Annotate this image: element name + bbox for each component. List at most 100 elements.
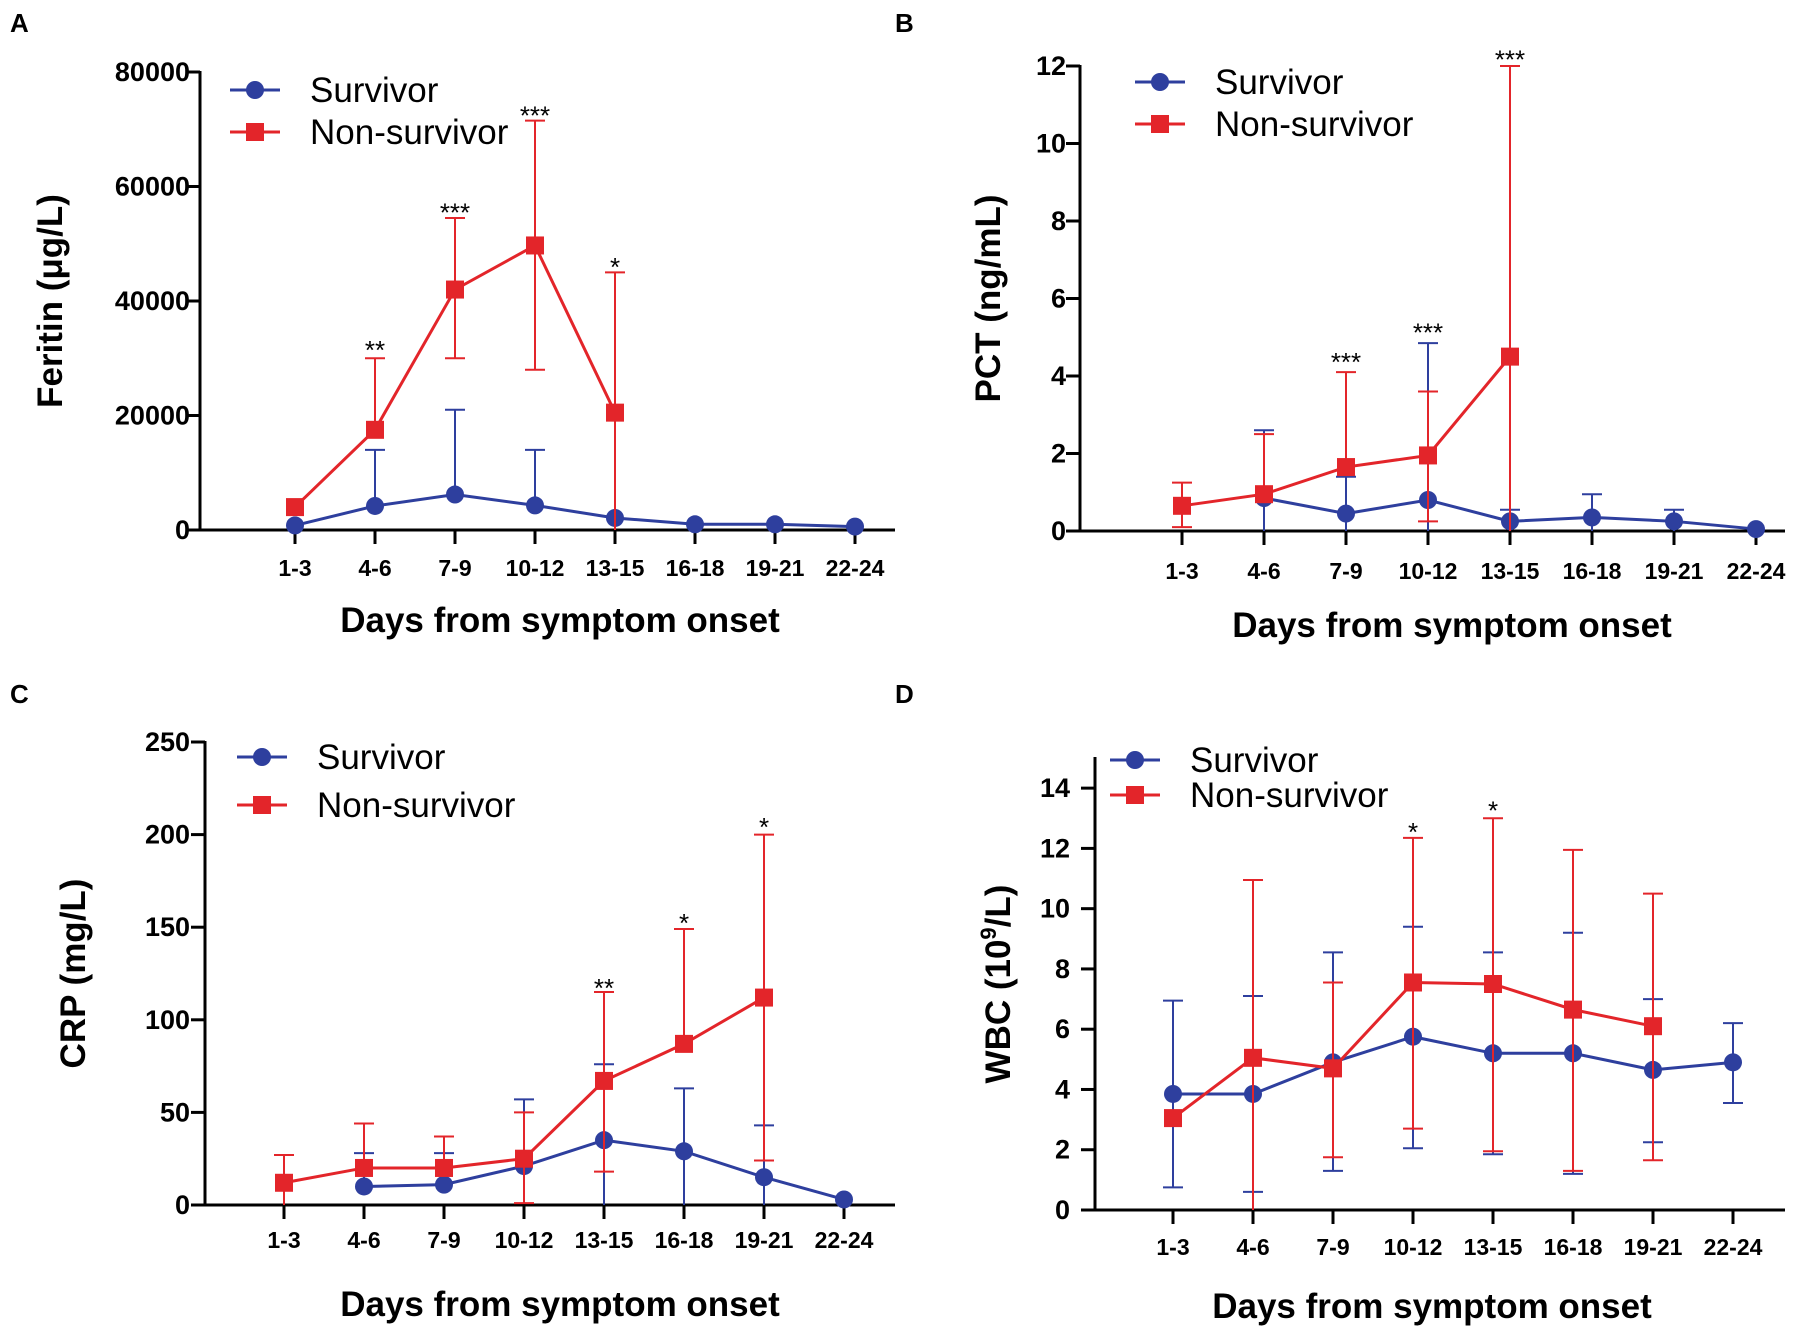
survivor-point (846, 517, 864, 536)
survivor-point (1164, 1084, 1182, 1103)
survivor-point (675, 1142, 693, 1161)
y-tick-label: 10 (1036, 129, 1066, 159)
legend-survivor-label: Survivor (317, 738, 446, 777)
legend-non-survivor-marker (246, 123, 264, 141)
x-axis-title: Days from symptom onset (340, 601, 780, 640)
x-tick-label: 1-3 (1156, 1234, 1189, 1260)
x-tick-label: 16-18 (655, 1227, 714, 1253)
x-tick-label: 13-15 (575, 1227, 634, 1253)
y-tick-label: 60000 (115, 172, 190, 202)
y-tick-label: 12 (1040, 833, 1070, 863)
non-survivor-point (286, 498, 304, 517)
panel-letter: D (895, 679, 914, 709)
x-tick-label: 4-6 (358, 555, 391, 581)
y-tick-label: 6 (1055, 1014, 1070, 1044)
non-survivor-point (1244, 1048, 1262, 1067)
x-tick-label: 13-15 (1481, 558, 1540, 584)
x-tick-label: 1-3 (1165, 558, 1198, 584)
x-tick-label: 10-12 (495, 1227, 554, 1253)
y-tick-label: 6 (1051, 284, 1066, 314)
non-survivor-point (366, 420, 384, 439)
legend-non-survivor-marker (1151, 115, 1169, 133)
survivor-point (286, 516, 304, 535)
non-survivor-point (446, 280, 464, 299)
y-tick-label: 8 (1051, 206, 1066, 236)
survivor-point (446, 485, 464, 504)
legend-survivor-label: Survivor (310, 71, 439, 110)
survivor-point (1747, 520, 1765, 539)
survivor-point (1337, 504, 1355, 523)
legend: Survivor Non-survivor (237, 738, 516, 825)
panel-B: B 0 2 4 6 8 10 12 1-3 4-6 7-9 10-12 13-15 16-18 19-21 2… (895, 8, 1786, 645)
non-survivor-point (1564, 1000, 1582, 1019)
y-tick-label: 50 (160, 1097, 190, 1127)
non-survivor-point (606, 403, 624, 422)
non-survivor-point (1644, 1017, 1662, 1036)
y-tick-label: 10 (1040, 894, 1070, 924)
y-tick-label: 0 (1055, 1195, 1070, 1225)
non-survivor-point (1337, 458, 1355, 477)
y-tick-label: 40000 (115, 286, 190, 316)
survivor-point (435, 1175, 453, 1194)
x-tick-label: 4-6 (1247, 558, 1280, 584)
panel-letter: C (10, 679, 29, 709)
x-tick-label: 19-21 (1645, 558, 1704, 584)
panel-letter: B (895, 8, 914, 38)
survivor-point (1724, 1053, 1742, 1072)
x-tick-label: 22-24 (1727, 558, 1786, 584)
y-axis-title: WBC (109/L) (976, 885, 1018, 1084)
y-tick-label: 250 (145, 727, 190, 757)
survivor-point (755, 1168, 773, 1187)
y-axis-title: Feritin (μg/L) (31, 194, 70, 408)
x-tick-label: 4-6 (1236, 1234, 1269, 1260)
significance-label: * (759, 812, 769, 842)
legend-non-survivor-label: Non-survivor (1215, 105, 1414, 144)
legend-survivor-marker (253, 748, 271, 766)
non-survivor-point (1324, 1059, 1342, 1078)
x-tick-label: 1-3 (278, 555, 311, 581)
legend-survivor-label: Survivor (1215, 63, 1344, 102)
significance-label: *** (520, 100, 550, 130)
x-tick-label: 22-24 (815, 1227, 874, 1253)
non-survivor-point (595, 1071, 613, 1090)
x-tick-label: 19-21 (1624, 1234, 1683, 1260)
significance-label: * (1488, 796, 1498, 826)
y-tick-label: 80000 (115, 57, 190, 87)
panel-C: C 0 50 100 150 200 250 1-3 4-6 7-9 10-12 13-15 16-18… (10, 679, 895, 1324)
significance-label: *** (1413, 318, 1443, 348)
significance-label: *** (440, 198, 470, 228)
x-tick-label: 7-9 (1316, 1234, 1349, 1260)
x-tick-label: 10-12 (1399, 558, 1458, 584)
non-survivor-point (1164, 1109, 1182, 1128)
y-tick-label: 4 (1055, 1074, 1070, 1104)
non-survivor-point (515, 1149, 533, 1168)
non-survivor-point (1501, 347, 1519, 366)
legend-survivor-marker (1126, 751, 1144, 769)
legend-survivor-marker (246, 81, 264, 99)
x-axis-title: Days from symptom onset (1232, 606, 1672, 645)
survivor-point (1583, 508, 1601, 527)
y-tick-label: 12 (1036, 51, 1066, 81)
survivor-point (686, 515, 704, 534)
y-tick-label: 2 (1055, 1135, 1070, 1165)
y-tick-label: 0 (1051, 516, 1066, 546)
x-tick-label: 7-9 (438, 555, 471, 581)
x-tick-label: 10-12 (506, 555, 565, 581)
x-tick-label: 13-15 (586, 555, 645, 581)
non-survivor-point (1419, 446, 1437, 465)
y-tick-label: 8 (1055, 954, 1070, 984)
significance-label: * (610, 252, 620, 282)
legend-non-survivor-label: Non-survivor (317, 786, 516, 825)
non-survivor-point (1255, 485, 1273, 504)
y-axis-title: PCT (ng/mL) (969, 194, 1008, 402)
significance-label: ** (594, 973, 614, 1003)
x-tick-label: 19-21 (735, 1227, 794, 1253)
survivor-point (366, 496, 384, 515)
x-tick-label: 22-24 (826, 555, 885, 581)
legend-non-survivor-marker (1126, 786, 1144, 804)
y-tick-label: 4 (1051, 361, 1066, 391)
y-tick-label: 0 (175, 1190, 190, 1220)
legend-non-survivor-label: Non-survivor (310, 113, 509, 152)
